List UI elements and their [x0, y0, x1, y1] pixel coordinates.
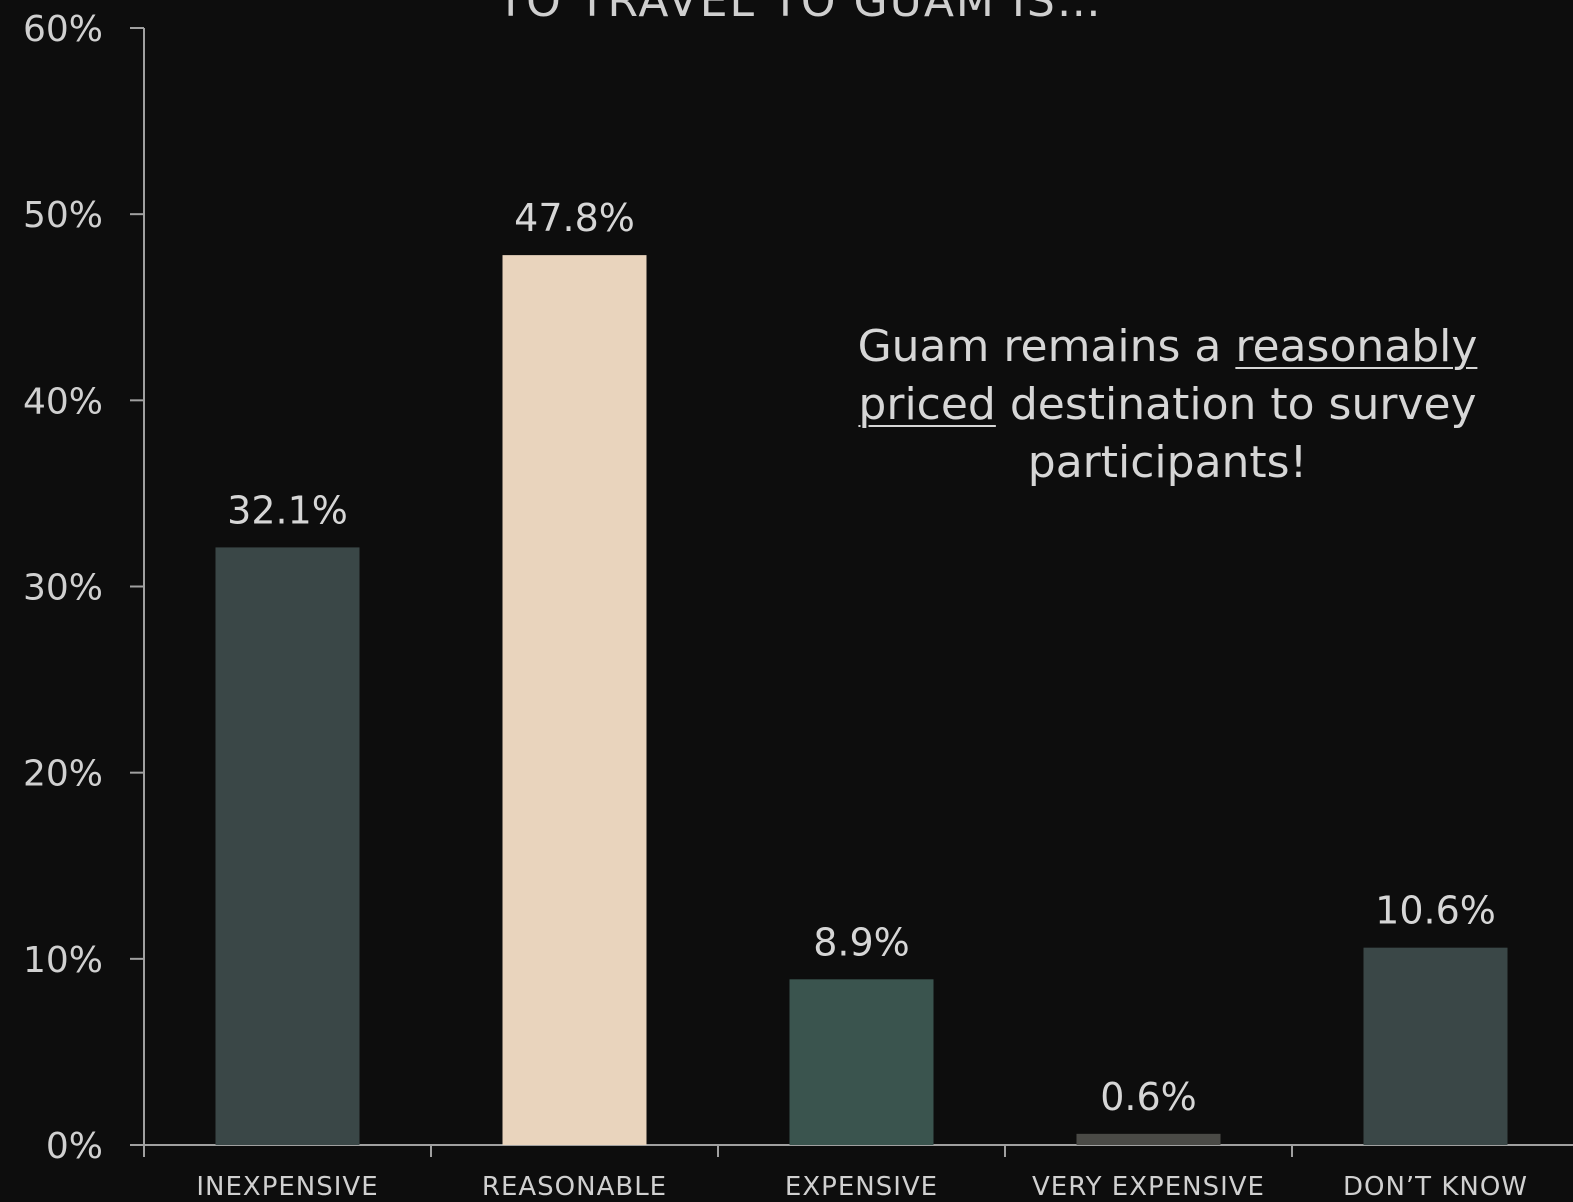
- chart-labels: 0% 10% 20% 30% 40% 50% 60% 32.1% INEXPENSIVE 47.8…: [23, 9, 1528, 1202]
- y-tick-label-0: 0%: [46, 1126, 103, 1167]
- chart-bars: [215, 255, 1508, 1145]
- value-label-3: 0.6%: [1100, 1075, 1197, 1119]
- annotation-underlined-reasonably: reasonably: [1235, 321, 1478, 372]
- y-tick-label-2: 20%: [23, 754, 103, 795]
- category-label-0: INEXPENSIVE: [196, 1172, 378, 1202]
- bar-2: [789, 979, 934, 1145]
- bar-0: [215, 547, 360, 1145]
- y-tick-label-3: 30%: [23, 568, 103, 609]
- category-label-3: VERY EXPENSIVE: [1032, 1172, 1265, 1202]
- category-label-2: EXPENSIVE: [785, 1172, 938, 1202]
- value-label-0: 32.1%: [227, 488, 348, 532]
- chart-title: TO TRAVEL TO GUAM IS…: [497, 0, 1103, 27]
- y-tick-label-5: 50%: [23, 195, 103, 236]
- bar-3: [1076, 1133, 1221, 1145]
- y-tick-label-4: 40%: [23, 381, 103, 422]
- bar-1: [502, 255, 647, 1145]
- chart-annotation: Guam remains a reasonably priced destinat…: [810, 318, 1525, 492]
- bar-4: [1363, 947, 1508, 1145]
- value-label-1: 47.8%: [514, 196, 635, 240]
- category-label-1: REASONABLE: [482, 1172, 667, 1202]
- annotation-text-1: Guam remains a: [857, 321, 1236, 372]
- annotation-text-2: destination to survey participants!: [995, 379, 1477, 488]
- y-tick-label-6: 60%: [23, 9, 103, 50]
- value-label-4: 10.6%: [1375, 889, 1496, 933]
- y-tick-label-1: 10%: [23, 940, 103, 981]
- value-label-2: 8.9%: [813, 920, 910, 964]
- category-label-4: DON’T KNOW: [1343, 1172, 1528, 1202]
- annotation-underlined-priced: priced: [858, 379, 996, 430]
